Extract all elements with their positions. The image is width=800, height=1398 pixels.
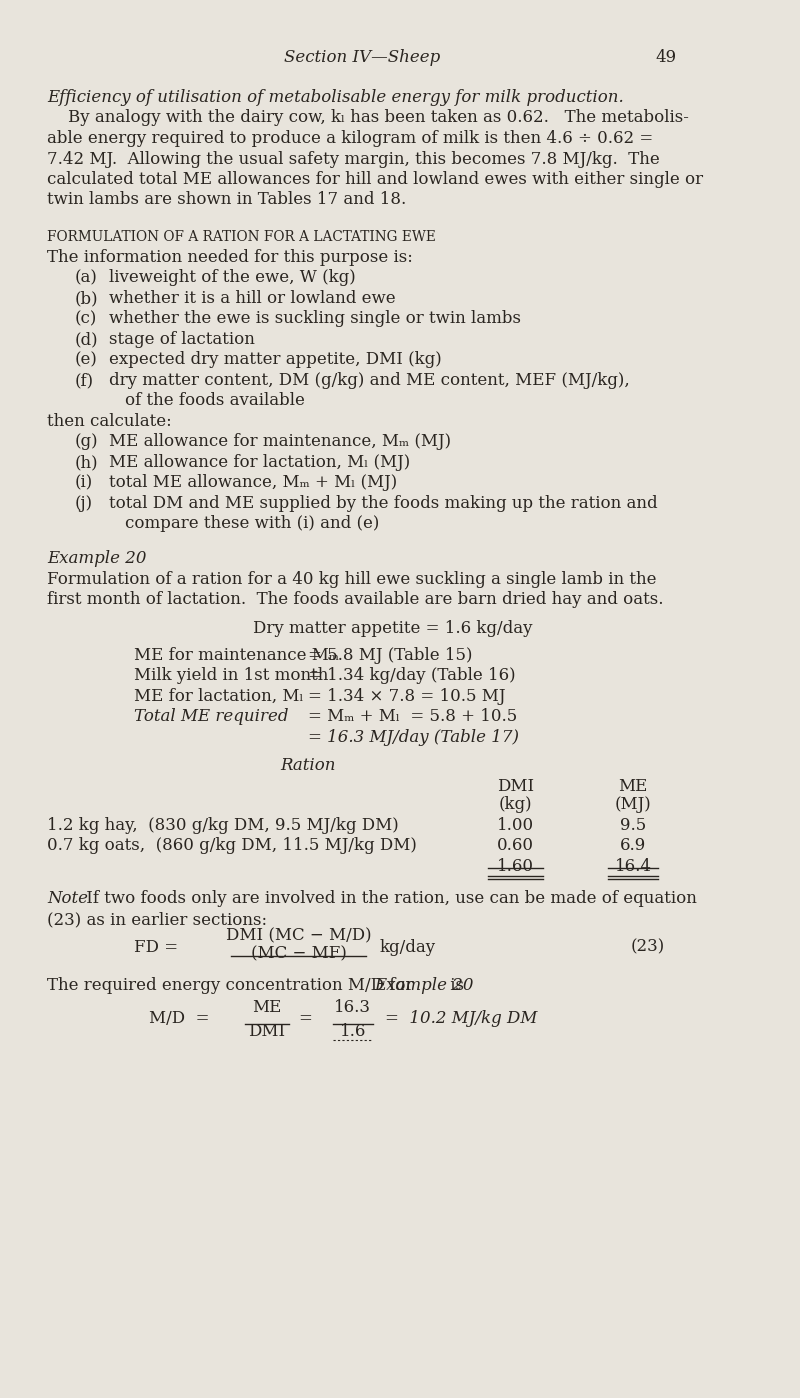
Text: 1.60: 1.60: [497, 858, 534, 875]
Text: The information needed for this purpose is:: The information needed for this purpose …: [47, 249, 413, 266]
Text: By analogy with the dairy cow, kₗ has been taken as 0.62.   The metabolis-: By analogy with the dairy cow, kₗ has be…: [47, 109, 689, 126]
Text: first month of lactation.  The foods available are barn dried hay and oats.: first month of lactation. The foods avai…: [47, 591, 663, 608]
Text: DMI: DMI: [497, 777, 534, 795]
Text: (h): (h): [75, 454, 98, 471]
Text: calculated total ME allowances for hill and lowland ewes with either single or: calculated total ME allowances for hill …: [47, 171, 703, 187]
Text: The required energy concentration M/D for: The required energy concentration M/D fo…: [47, 976, 418, 994]
Text: then calculate:: then calculate:: [47, 412, 172, 431]
Text: Example 20: Example 20: [374, 976, 474, 994]
Text: Milk yield in 1st month: Milk yield in 1st month: [134, 667, 328, 684]
Text: = 1.34 kg/day (Table 16): = 1.34 kg/day (Table 16): [307, 667, 515, 684]
Text: (i): (i): [75, 474, 94, 492]
Text: Efficiency of utilisation of metabolisable energy for milk production.: Efficiency of utilisation of metabolisab…: [47, 89, 624, 106]
Text: = 1.34 × 7.8 = 10.5 MJ: = 1.34 × 7.8 = 10.5 MJ: [307, 688, 505, 705]
Text: whether it is a hill or lowland ewe: whether it is a hill or lowland ewe: [109, 289, 395, 308]
Text: (j): (j): [75, 495, 93, 512]
Text: ME for maintenance Mₘ: ME for maintenance Mₘ: [134, 647, 339, 664]
Text: (e): (e): [75, 351, 98, 369]
Text: ME for lactation, Mₗ: ME for lactation, Mₗ: [134, 688, 303, 705]
Text: 6.9: 6.9: [620, 837, 646, 854]
Text: (MJ): (MJ): [614, 797, 651, 814]
Text: 0.60: 0.60: [497, 837, 534, 854]
Text: total ME allowance, Mₘ + Mₗ (MJ): total ME allowance, Mₘ + Mₗ (MJ): [109, 474, 397, 492]
Text: dry matter content, DM (g/kg) and ME content, MEF (MJ/kg),: dry matter content, DM (g/kg) and ME con…: [109, 372, 630, 389]
Text: = 16.3 MJ/day (Table 17): = 16.3 MJ/day (Table 17): [307, 728, 518, 745]
Text: liveweight of the ewe, W (kg): liveweight of the ewe, W (kg): [109, 270, 355, 287]
Text: 0.7 kg oats,  (860 g/kg DM, 11.5 MJ/kg DM): 0.7 kg oats, (860 g/kg DM, 11.5 MJ/kg DM…: [47, 837, 417, 854]
Text: compare these with (i) and (e): compare these with (i) and (e): [125, 516, 379, 533]
Text: If two foods only are involved in the ration, use can be made of equation: If two foods only are involved in the ra…: [82, 891, 698, 907]
Text: ME: ME: [618, 777, 648, 795]
Text: Ration: Ration: [280, 758, 335, 774]
Text: 16.3: 16.3: [334, 1000, 371, 1016]
Text: =: =: [298, 1011, 312, 1028]
Text: (f): (f): [75, 372, 94, 389]
Text: =  10.2 MJ/kg DM: = 10.2 MJ/kg DM: [386, 1011, 538, 1028]
Text: (kg): (kg): [498, 797, 532, 814]
Text: (23) as in earlier sections:: (23) as in earlier sections:: [47, 911, 267, 928]
Text: Dry matter appetite = 1.6 kg/day: Dry matter appetite = 1.6 kg/day: [254, 619, 533, 637]
Text: able energy required to produce a kilogram of milk is then 4.6 ÷ 0.62 =: able energy required to produce a kilogr…: [47, 130, 654, 147]
Text: total DM and ME supplied by the foods making up the ration and: total DM and ME supplied by the foods ma…: [109, 495, 657, 512]
Text: Formulation of a ration for a 40 kg hill ewe suckling a single lamb in the: Formulation of a ration for a 40 kg hill…: [47, 570, 657, 587]
Text: Total ME required: Total ME required: [134, 709, 288, 726]
Text: 1.6: 1.6: [339, 1023, 366, 1040]
Text: (b): (b): [75, 289, 98, 308]
Text: DMI (MC − M/D): DMI (MC − M/D): [226, 927, 371, 944]
Text: FORMULATION OF A RATION FOR A LACTATING EWE: FORMULATION OF A RATION FOR A LACTATING …: [47, 231, 436, 245]
Text: (g): (g): [75, 433, 98, 450]
Text: is: is: [445, 976, 464, 994]
Text: whether the ewe is suckling single or twin lambs: whether the ewe is suckling single or tw…: [109, 310, 521, 327]
Text: M/D  =: M/D =: [150, 1011, 215, 1028]
Text: Section IV—Sheep: Section IV—Sheep: [284, 49, 440, 66]
Text: (c): (c): [75, 310, 98, 327]
Text: twin lambs are shown in Tables 17 and 18.: twin lambs are shown in Tables 17 and 18…: [47, 192, 406, 208]
Text: ME allowance for lactation, Mₗ (MJ): ME allowance for lactation, Mₗ (MJ): [109, 454, 410, 471]
Text: ME: ME: [252, 1000, 282, 1016]
Text: 1.2 kg hay,  (830 g/kg DM, 9.5 MJ/kg DM): 1.2 kg hay, (830 g/kg DM, 9.5 MJ/kg DM): [47, 816, 398, 833]
Text: (23): (23): [630, 938, 665, 955]
Text: 49: 49: [655, 49, 677, 66]
Text: Example 20: Example 20: [47, 551, 146, 568]
Text: kg/day: kg/day: [380, 938, 436, 955]
Text: 9.5: 9.5: [620, 816, 646, 833]
Text: 16.4: 16.4: [614, 858, 652, 875]
Text: = Mₘ + Mₗ  = 5.8 + 10.5: = Mₘ + Mₗ = 5.8 + 10.5: [307, 709, 517, 726]
Text: of the foods available: of the foods available: [125, 393, 305, 410]
Text: (MC − MF): (MC − MF): [250, 945, 346, 963]
Text: Note: Note: [47, 891, 88, 907]
Text: 7.42 MJ.  Allowing the usual safety margin, this becomes 7.8 MJ/kg.  The: 7.42 MJ. Allowing the usual safety margi…: [47, 151, 660, 168]
Text: ME allowance for maintenance, Mₘ (MJ): ME allowance for maintenance, Mₘ (MJ): [109, 433, 450, 450]
Text: (d): (d): [75, 331, 98, 348]
Text: expected dry matter appetite, DMI (kg): expected dry matter appetite, DMI (kg): [109, 351, 442, 369]
Text: = 5.8 MJ (Table 15): = 5.8 MJ (Table 15): [307, 647, 472, 664]
Text: FD =: FD =: [134, 938, 183, 955]
Text: (a): (a): [75, 270, 98, 287]
Text: DMI: DMI: [248, 1023, 286, 1040]
Text: 1.00: 1.00: [497, 816, 534, 833]
Text: stage of lactation: stage of lactation: [109, 331, 254, 348]
